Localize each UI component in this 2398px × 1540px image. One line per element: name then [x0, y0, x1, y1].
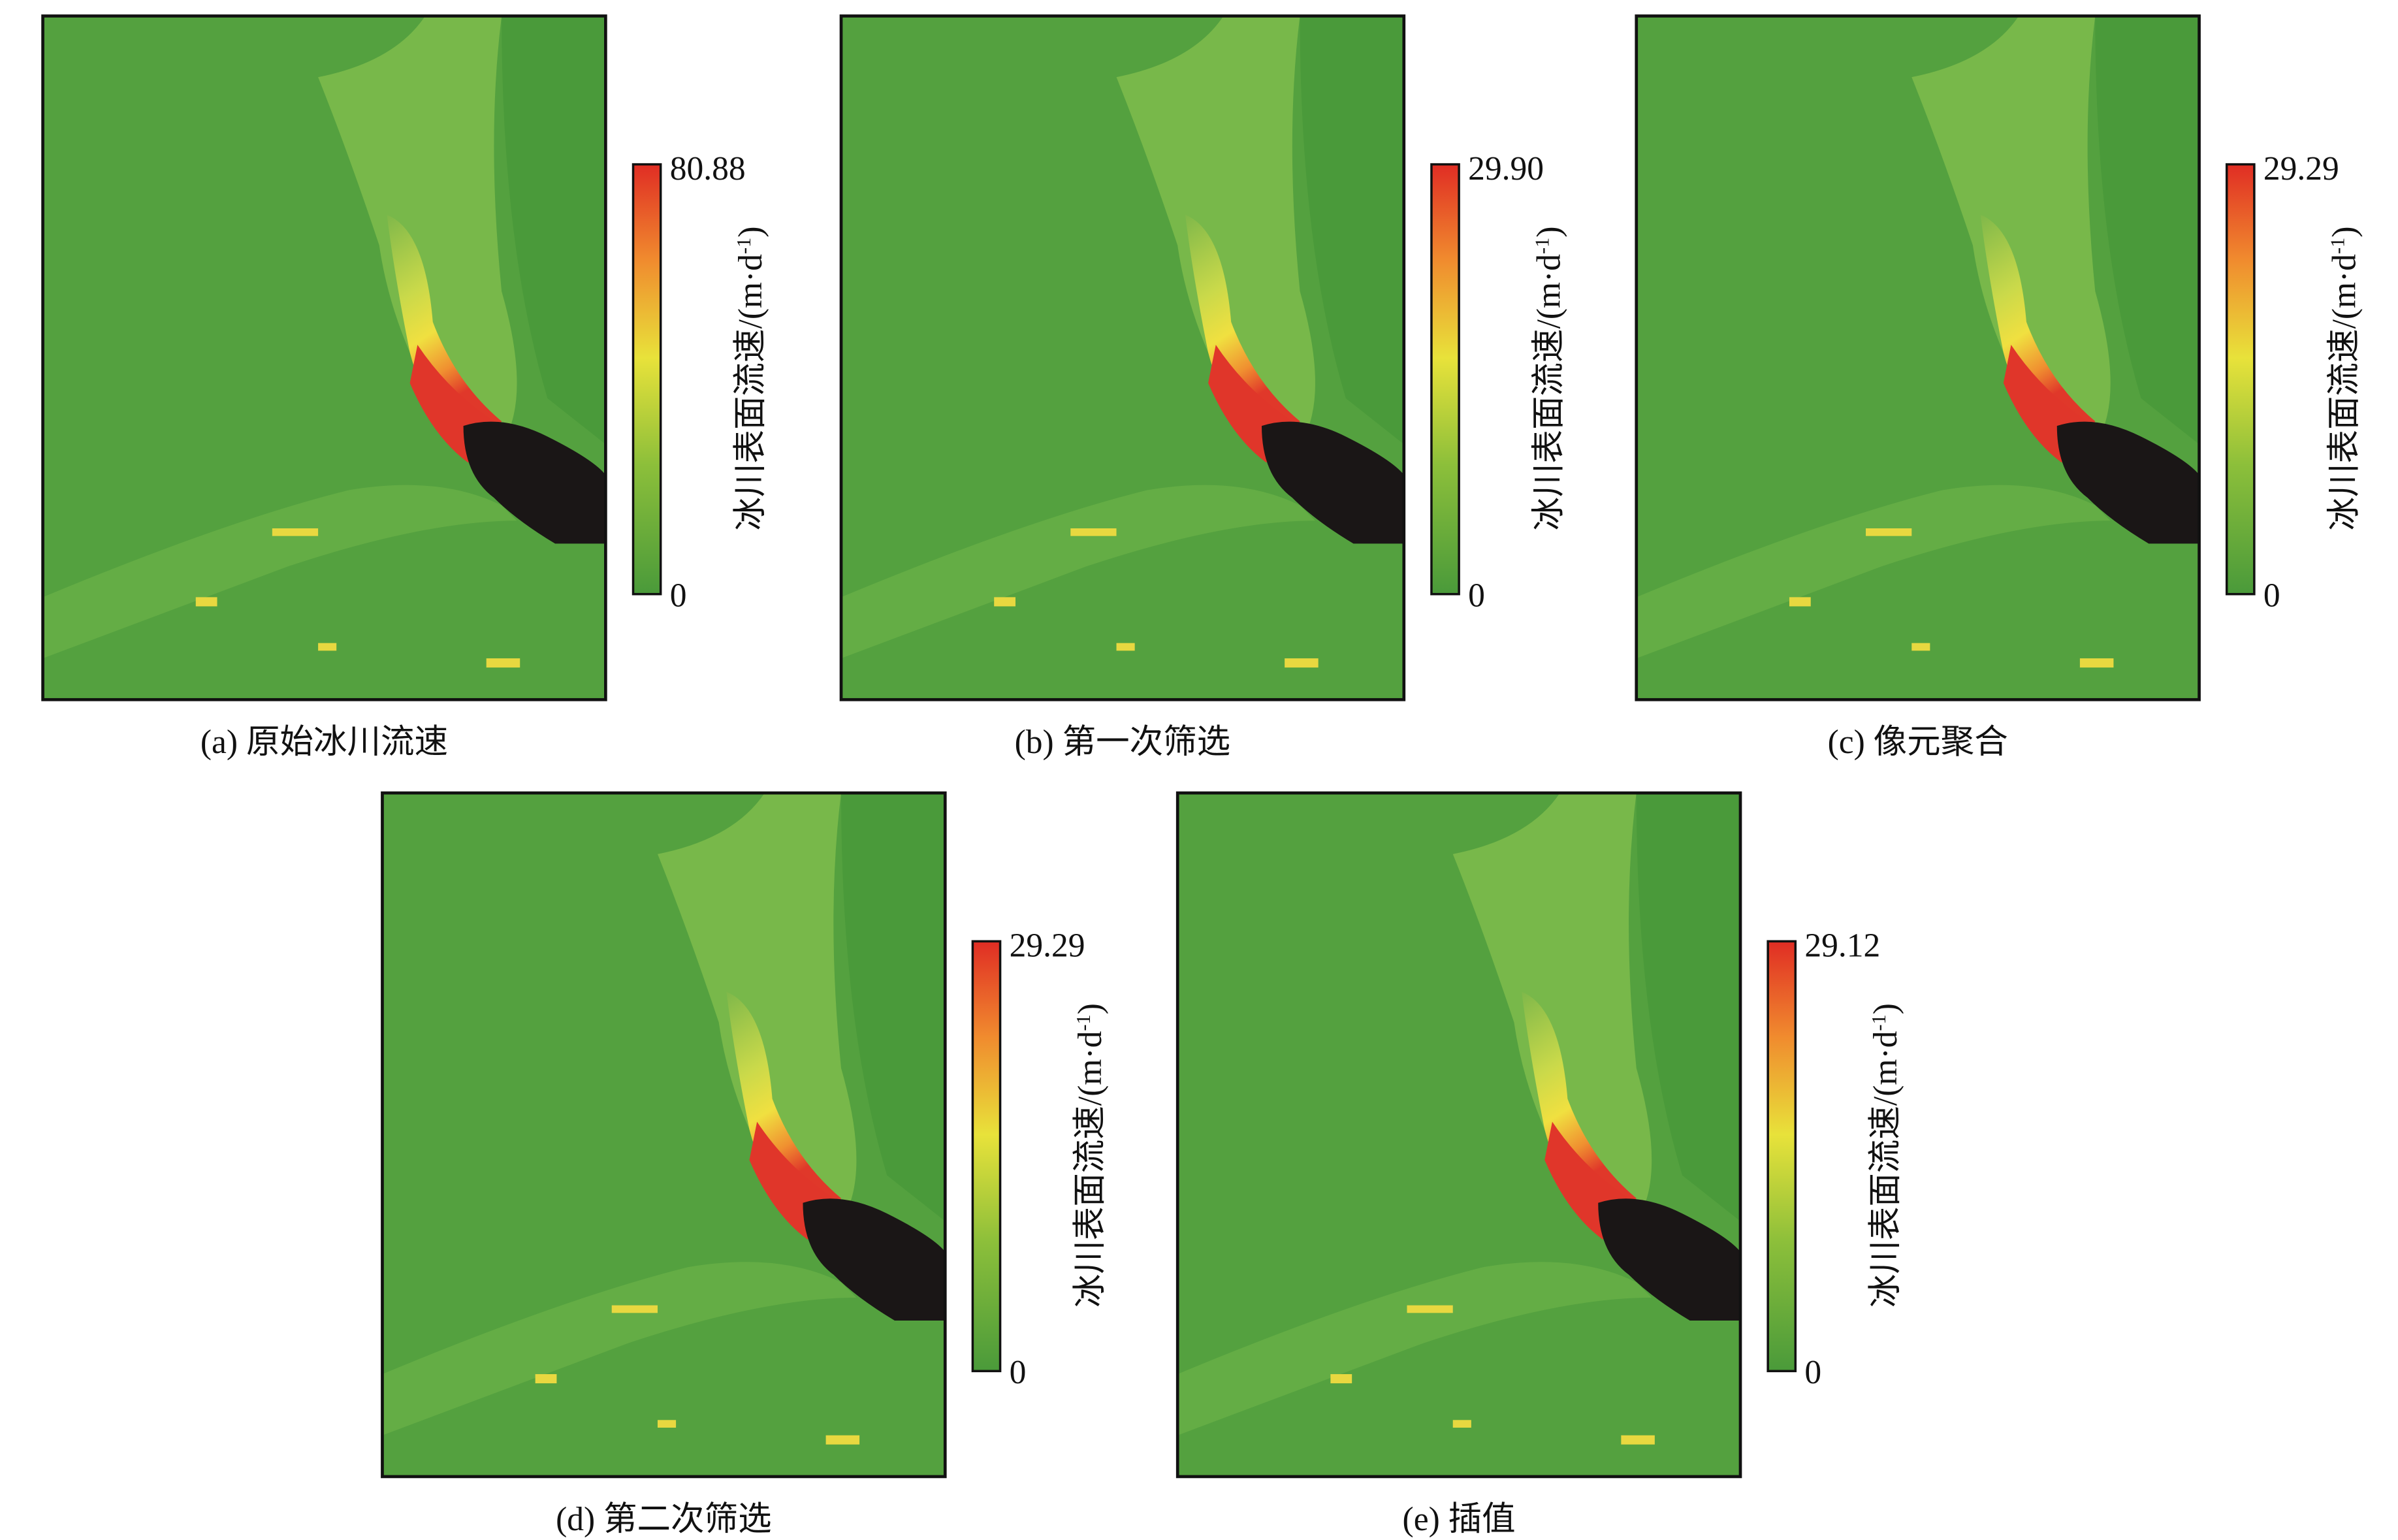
label-text: 冰川表面流速/(m·d	[1531, 254, 1568, 531]
label-end: )	[2326, 226, 2363, 237]
panel: 29.29 0 冰川表面流速/(m·d-1) (c) 像元聚合	[1637, 16, 2363, 761]
colorbar-min: 0	[1468, 577, 1485, 614]
colorbar-min: 0	[1804, 1354, 1821, 1391]
velocity-map	[43, 16, 606, 699]
caption: (e) 插值	[1403, 1501, 1516, 1538]
velocity-map	[841, 16, 1404, 699]
colorbar-max: 80.88	[670, 150, 746, 187]
colorbar-min: 0	[670, 577, 687, 614]
colorbar-label: 冰川表面流速/(m·d-1)	[1867, 1003, 1904, 1307]
colorbar-max: 29.12	[1804, 927, 1880, 965]
panel: 29.90 0 冰川表面流速/(m·d-1) (b) 第一次筛选	[841, 16, 1568, 761]
panel: 29.12 0 冰川表面流速/(m·d-1) (e) 插值	[1177, 793, 1904, 1538]
colorbar	[2225, 163, 2256, 596]
label-end: )	[732, 226, 769, 237]
label-end: )	[1531, 226, 1568, 237]
label-text: 冰川表面流速/(m·d	[2326, 254, 2363, 531]
label-text: 冰川表面流速/(m·d	[732, 254, 769, 531]
label-superscript: -1	[1072, 1014, 1095, 1031]
label-end: )	[1867, 1003, 1904, 1014]
label-end: )	[1072, 1003, 1109, 1014]
caption: (c) 像元聚合	[1828, 724, 2008, 761]
label-superscript: -1	[733, 238, 755, 254]
colorbar	[1430, 163, 1460, 596]
colorbar-max: 29.29	[2263, 150, 2339, 187]
panel: 80.88 0 冰川表面流速/(m·d-1) (a) 原始冰川流速	[43, 16, 769, 761]
label-text: 冰川表面流速/(m·d	[1867, 1031, 1904, 1307]
caption: (a) 原始冰川流速	[200, 724, 448, 761]
colorbar	[971, 940, 1002, 1373]
colorbar	[1767, 940, 1797, 1373]
caption: (d) 第二次筛选	[556, 1501, 772, 1538]
velocity-map	[1637, 16, 2199, 699]
colorbar-max: 29.29	[1010, 927, 1085, 965]
velocity-map	[382, 793, 945, 1477]
label-text: 冰川表面流速/(m·d	[1072, 1031, 1109, 1307]
colorbar-label: 冰川表面流速/(m·d-1)	[2326, 226, 2363, 530]
colorbar-max: 29.90	[1468, 150, 1544, 187]
colorbar	[631, 163, 662, 596]
colorbar-min: 0	[1010, 1354, 1027, 1391]
label-superscript: -1	[2326, 238, 2348, 254]
velocity-map	[1177, 793, 1740, 1477]
colorbar-min: 0	[2263, 577, 2280, 614]
colorbar-label: 冰川表面流速/(m·d-1)	[1072, 1003, 1109, 1307]
label-superscript: -1	[1868, 1014, 1890, 1031]
caption: (b) 第一次筛选	[1015, 724, 1231, 761]
colorbar-label: 冰川表面流速/(m·d-1)	[1531, 226, 1568, 530]
panel: 29.29 0 冰川表面流速/(m·d-1) (d) 第二次筛选	[382, 793, 1109, 1538]
colorbar-label: 冰川表面流速/(m·d-1)	[732, 226, 769, 530]
label-superscript: -1	[1531, 238, 1554, 254]
